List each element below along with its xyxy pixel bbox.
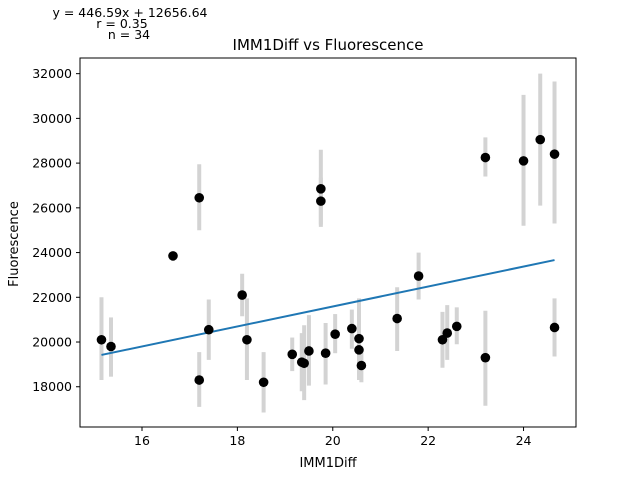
data-point [437,334,448,345]
data-point [392,313,402,324]
x-tick-label: 20 [325,433,341,448]
data-point [106,341,116,352]
x-axis-ticks: 16 18 20 22 24 [134,427,532,448]
data-point [480,152,491,163]
data-point [354,333,364,344]
fit-line-group [101,259,555,356]
data-point [299,358,309,369]
data-point [356,360,367,371]
data-point [451,321,462,332]
x-tick-label: 16 [134,433,150,448]
x-tick-label: 22 [420,433,436,448]
data-points [96,134,560,388]
data-point [194,192,205,203]
data-point [237,290,247,300]
data-point [442,328,453,338]
data-point [330,329,340,339]
data-point [535,134,546,145]
data-point [304,346,314,356]
correlation-label: r = 0.35 [96,16,147,31]
data-point [96,334,107,345]
data-point [518,156,529,166]
data-point [354,345,364,355]
x-tick-label: 18 [229,433,245,448]
data-point [242,334,252,345]
y-tick-label: 18000 [32,379,72,394]
y-axis-ticks: 18000 20000 22000 24000 26000 28000 30000 32000 [32,66,80,394]
data-point [258,377,269,388]
data-point [168,251,178,261]
y-tick-label: 30000 [32,111,72,126]
fit-equation: y = 446.59x + 12656.64 [52,5,207,20]
data-point [347,323,357,334]
chart-title: IMM1Diff vs Fluorescence [233,36,424,54]
data-point [194,375,205,385]
plot-frame [79,57,577,428]
y-axis-label: Fluorescence [7,201,22,287]
data-point [203,324,214,335]
data-point [320,348,331,359]
y-tick-label: 32000 [32,66,72,81]
data-point [287,349,298,360]
y-tick-label: 22000 [32,290,72,305]
data-point [549,149,560,159]
data-point [549,322,560,333]
data-point [413,271,424,281]
regression-line [101,259,555,356]
sample-size-label: n = 34 [108,27,150,42]
data-point [316,184,326,194]
x-tick-label: 24 [516,433,532,448]
y-tick-label: 20000 [32,335,72,350]
y-tick-label: 24000 [32,245,72,260]
data-point [480,352,491,363]
y-tick-label: 28000 [32,156,72,171]
data-point [316,196,326,206]
y-tick-label: 26000 [32,200,72,215]
x-axis-label: IMM1Diff [299,456,357,471]
